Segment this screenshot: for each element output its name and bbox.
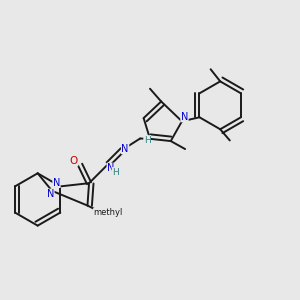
Text: N: N bbox=[181, 112, 188, 122]
Text: O: O bbox=[70, 156, 78, 166]
Text: N: N bbox=[122, 144, 129, 154]
Text: H: H bbox=[112, 167, 119, 176]
Text: N: N bbox=[47, 189, 54, 199]
Text: N: N bbox=[107, 163, 114, 173]
Text: methyl: methyl bbox=[94, 208, 123, 217]
Text: H: H bbox=[144, 136, 151, 145]
Text: N: N bbox=[53, 178, 60, 188]
